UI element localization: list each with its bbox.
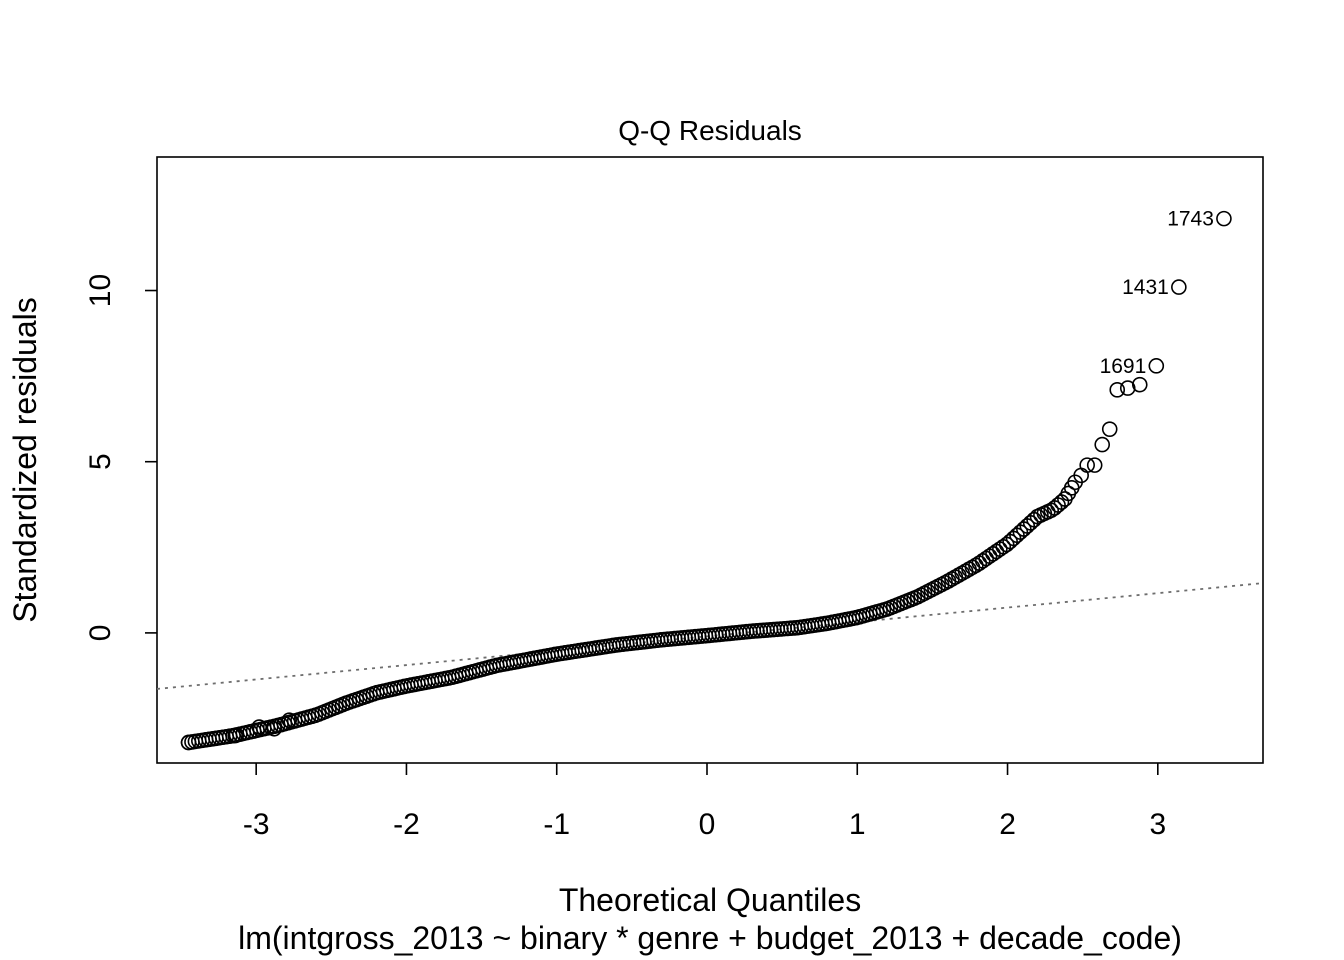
chart-title: Q-Q Residuals [618, 115, 802, 146]
x-tick-label: 0 [699, 808, 716, 841]
plot-area: 1743 1431 1691 [156, 208, 1264, 751]
point-label: 1431 [1122, 276, 1169, 299]
data-points [180, 210, 1232, 751]
x-axis-title: Theoretical Quantiles [559, 882, 861, 918]
data-point [281, 712, 298, 729]
y-axis: 0 5 10 [84, 274, 157, 641]
data-point [180, 734, 197, 751]
x-tick-label: 3 [1149, 808, 1166, 841]
x-tick-label: -3 [243, 808, 270, 841]
data-point [1094, 436, 1111, 453]
plot-frame [156, 156, 1264, 764]
x-tick-label: 1 [849, 808, 866, 841]
data-point [227, 727, 243, 744]
reference-line [156, 582, 1264, 690]
data-point [266, 720, 283, 737]
x-tick-label: -2 [393, 808, 420, 841]
point-label: 1691 [1100, 355, 1147, 378]
data-point [1119, 380, 1136, 396]
data-point [1131, 376, 1148, 393]
y-tick-label: 10 [84, 274, 117, 307]
x-tick-label: -1 [543, 808, 570, 841]
y-tick-label: 0 [84, 625, 117, 642]
data-point [1079, 457, 1095, 473]
data-point [1216, 210, 1232, 227]
data-point [1101, 421, 1118, 437]
y-axis-title: Standardized residuals [7, 297, 43, 623]
data-point [1086, 457, 1103, 473]
y-tick-label: 5 [84, 453, 117, 470]
data-point [1171, 279, 1187, 295]
x-tick-label: 2 [999, 808, 1016, 841]
point-labels: 1743 1431 1691 [1100, 208, 1214, 378]
data-point [251, 719, 267, 735]
data-point [1148, 358, 1165, 374]
model-formula-label: lm(intgross_2013 ~ binary * genre + budg… [238, 920, 1182, 956]
x-axis: -3 -2 -1 0 1 2 3 [243, 763, 1166, 841]
point-label: 1743 [1167, 208, 1214, 231]
data-point [1109, 382, 1126, 398]
